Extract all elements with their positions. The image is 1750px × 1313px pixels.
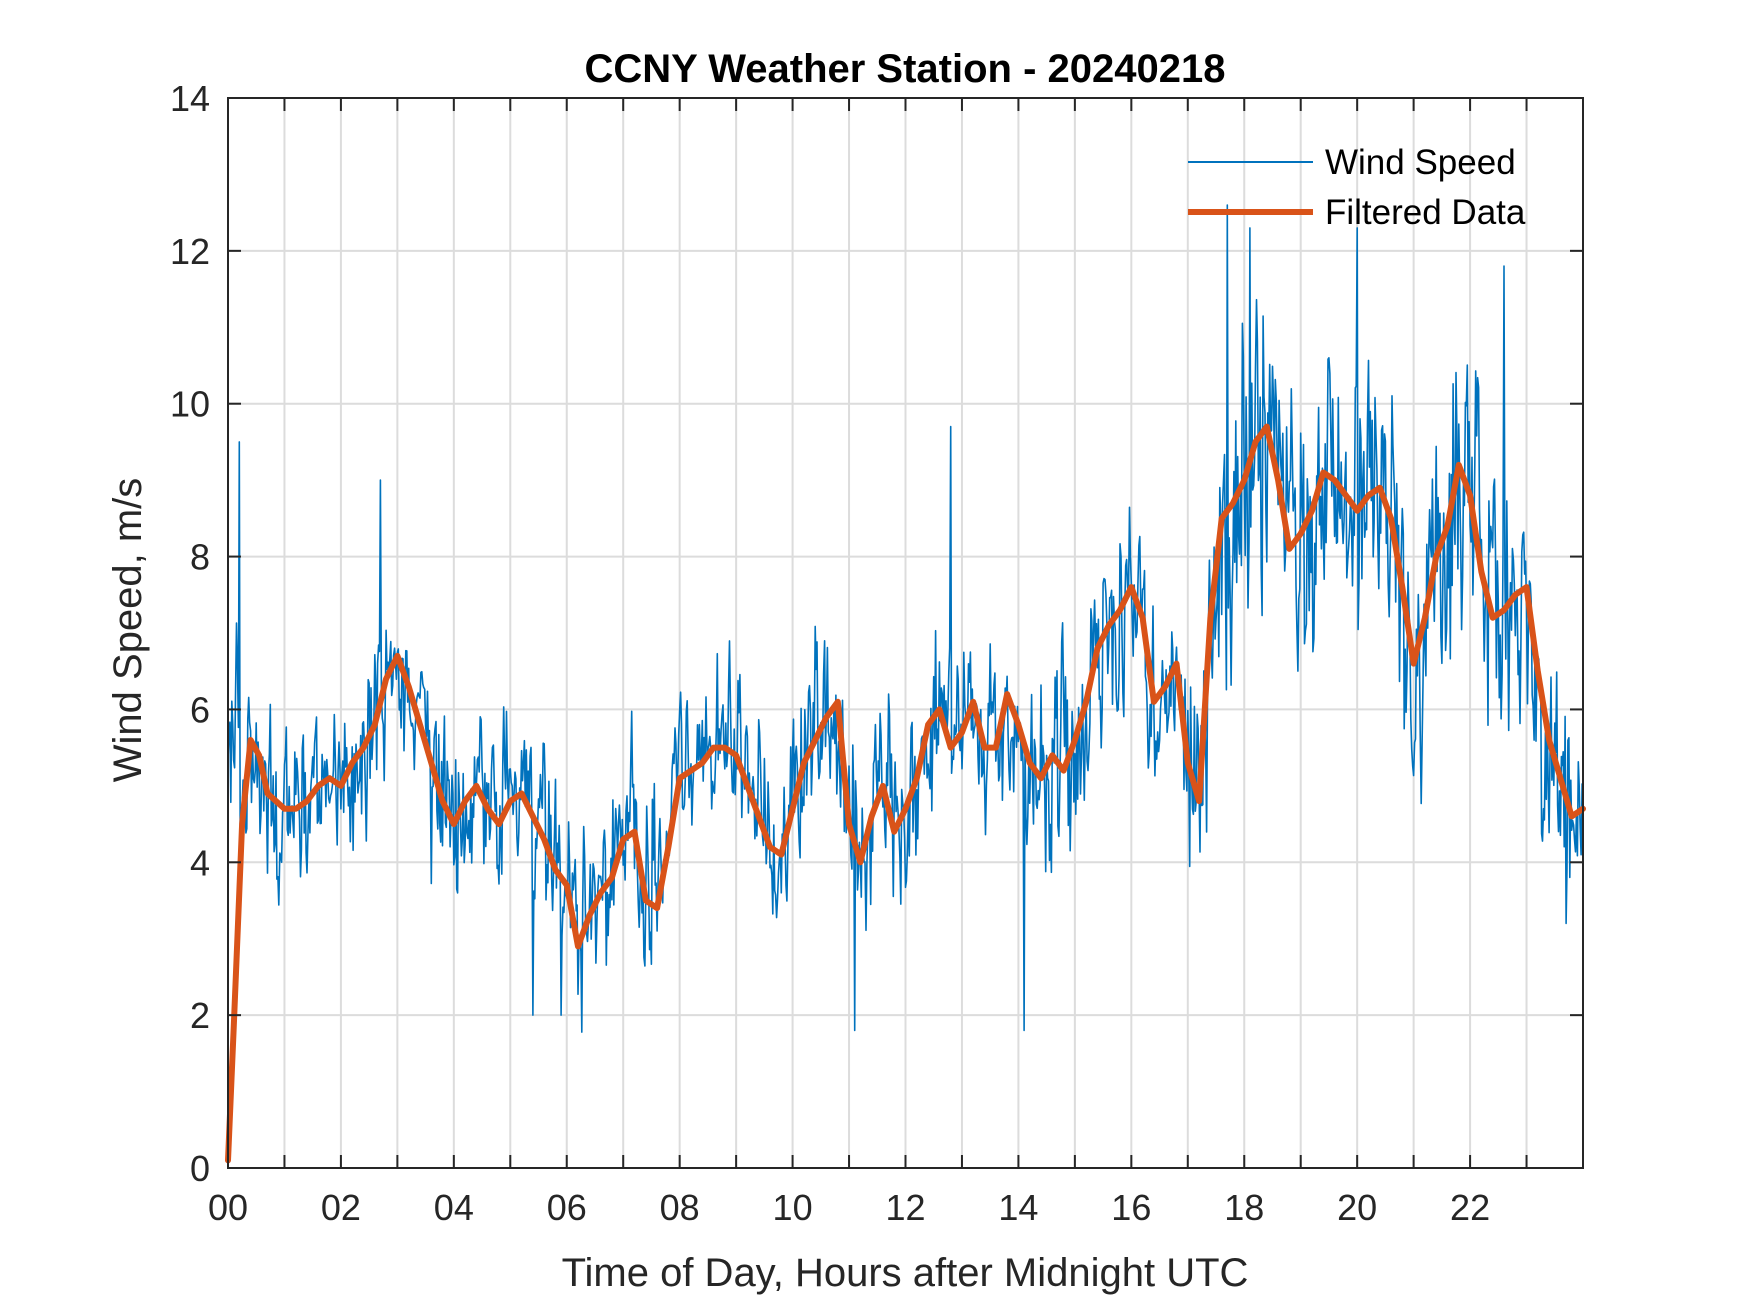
x-tick-label: 10 (773, 1187, 813, 1228)
x-tick-label: 16 (1111, 1187, 1151, 1228)
legend: Wind Speed Filtered Data (1188, 143, 1526, 232)
y-tick-labels: 0 2 4 6 8 10 12 14 (170, 78, 210, 1189)
series-wind-speed (227, 204, 1583, 1033)
y-tick-label: 14 (170, 78, 210, 119)
y-tick-label: 0 (190, 1148, 210, 1189)
x-tick-label: 12 (885, 1187, 925, 1228)
y-axis-label: Wind Speed, m/s (106, 478, 150, 783)
legend-label-wind-speed: Wind Speed (1325, 143, 1516, 182)
plot-area (225, 97, 1586, 1169)
x-tick-label: 06 (547, 1187, 587, 1228)
x-tick-label: 22 (1450, 1187, 1490, 1228)
y-tick-label: 6 (190, 689, 210, 730)
x-tick-label: 08 (660, 1187, 700, 1228)
chart-title: CCNY Weather Station - 20240218 (585, 47, 1226, 91)
x-tick-label: 18 (1224, 1187, 1264, 1228)
x-tick-label: 00 (208, 1187, 248, 1228)
x-axis-label: Time of Day, Hours after Midnight UTC (562, 1251, 1249, 1295)
y-tick-label: 10 (170, 384, 210, 425)
series-filtered-data (225, 423, 1586, 1164)
x-tick-labels: 00 02 04 06 08 10 12 14 16 18 20 22 (208, 1187, 1490, 1228)
x-tick-label: 02 (321, 1187, 361, 1228)
tick-marks (228, 98, 1583, 1168)
legend-label-filtered-data: Filtered Data (1325, 193, 1526, 232)
x-tick-label: 20 (1337, 1187, 1377, 1228)
y-tick-label: 8 (190, 537, 210, 578)
x-tick-label: 14 (998, 1187, 1038, 1228)
y-tick-label: 4 (190, 842, 210, 883)
y-tick-label: 2 (190, 995, 210, 1036)
x-tick-label: 04 (434, 1187, 474, 1228)
filtered-data-line (225, 423, 1586, 1164)
y-tick-label: 12 (170, 231, 210, 272)
wind-speed-line (227, 204, 1583, 1033)
